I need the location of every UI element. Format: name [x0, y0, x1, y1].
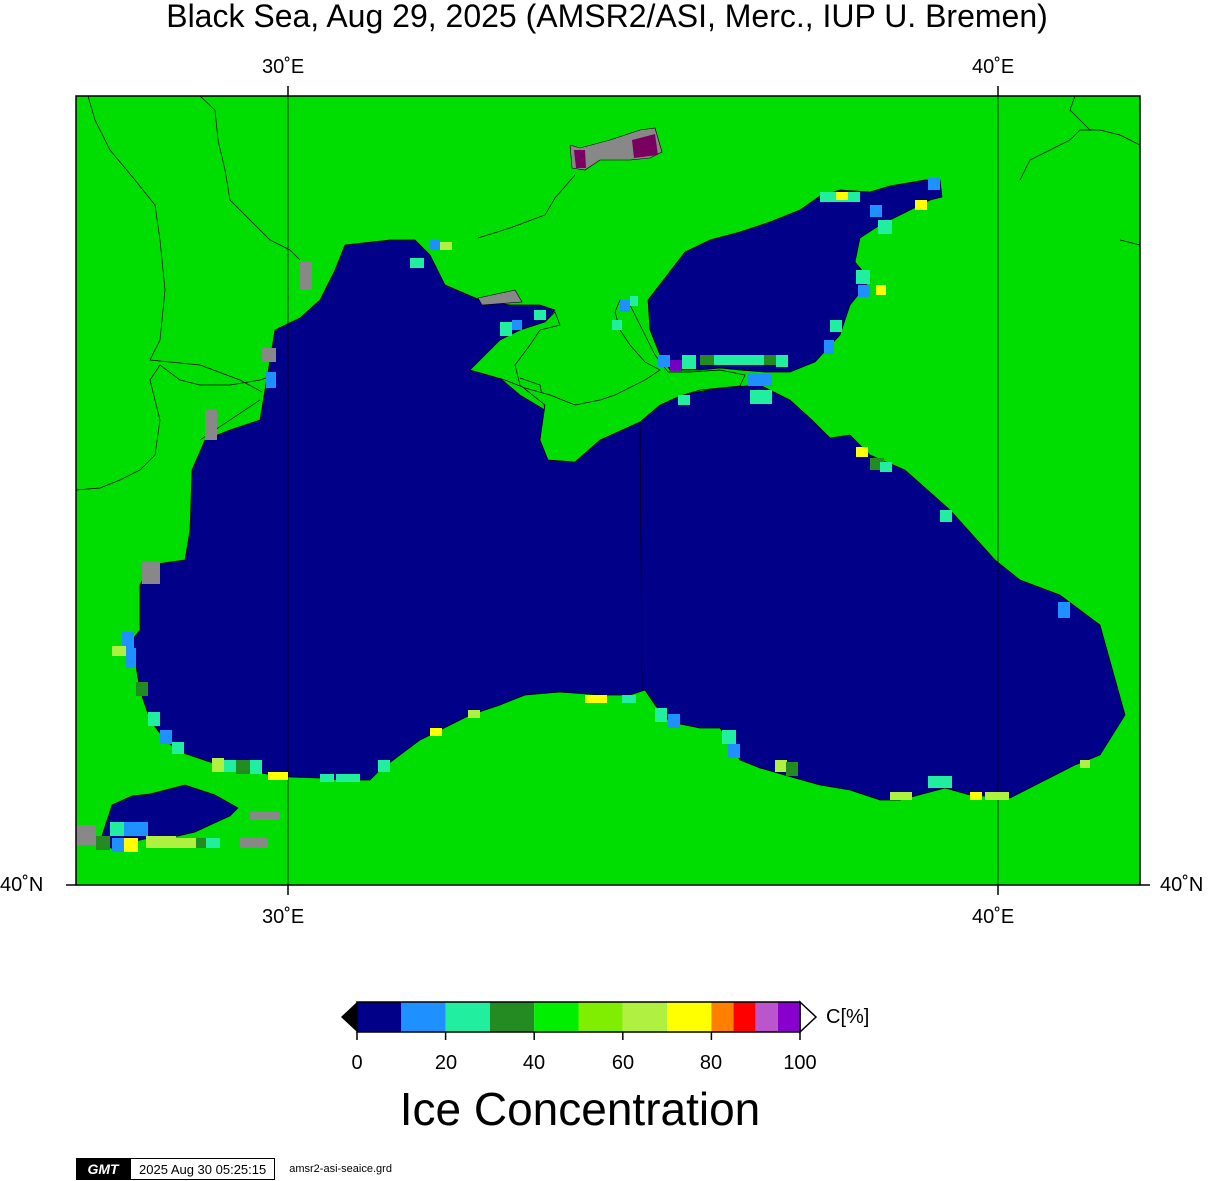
- map-frame: [75, 95, 1141, 886]
- colorbar-bin-4: [534, 1002, 579, 1032]
- colorbar-bin-1: [401, 1002, 446, 1032]
- colorbar-bin-5: [578, 1002, 623, 1032]
- colorbar-tick-20: 20: [434, 1052, 458, 1074]
- bottom-tick-30e: 30˚E: [262, 906, 305, 928]
- colorbar-bin-11: [777, 1002, 800, 1032]
- colorbar-tick-60: 60: [611, 1052, 635, 1074]
- colorbar-bin-6: [622, 1002, 668, 1032]
- gmt-timestamp: GMT 2025 Aug 30 05:25:15 amsr2-asi-seaic…: [76, 1158, 392, 1180]
- crimea-peninsula: [469, 299, 746, 463]
- colorbar: [341, 1000, 818, 1040]
- colorbar-tick-0: 0: [351, 1052, 363, 1074]
- colorbar-high-arrow: [799, 1000, 818, 1034]
- top-tick-30e: 30˚E: [262, 56, 305, 78]
- colorbar-tick-80: 80: [699, 1052, 723, 1074]
- estuary-purple: [632, 134, 658, 158]
- karkinit-gray: [477, 289, 523, 306]
- colorbar-outline: [356, 1001, 801, 1033]
- colorbar-tick-100: 100: [783, 1052, 817, 1074]
- right-tick-40n: 40˚N: [1160, 874, 1204, 896]
- colorbar-bin-2: [445, 1002, 490, 1032]
- top-tick-40e: 40˚E: [972, 56, 1015, 78]
- colorbar-bin-10: [755, 1002, 778, 1032]
- stamp-time: 2025 Aug 30 05:25:15: [130, 1158, 276, 1180]
- colorbar-bin-7: [667, 1002, 712, 1032]
- tick-marks: [66, 86, 1150, 895]
- colorbar-unit-label: C[%]: [826, 1006, 870, 1028]
- estuary-purple-2: [574, 150, 586, 168]
- colorbar-bin-9: [733, 1002, 756, 1032]
- colorbar-low-arrow: [341, 1002, 357, 1032]
- colorbar-bin-3: [489, 1002, 535, 1032]
- colorbar-tick-40: 40: [522, 1052, 546, 1074]
- shoreline-cells: [76, 178, 1090, 852]
- bottom-tick-40e: 40˚E: [972, 906, 1015, 928]
- gmt-logo-icon: GMT: [76, 1158, 130, 1180]
- colorbar-bin-0: [357, 1002, 402, 1032]
- colorbar-bin-8: [711, 1002, 734, 1032]
- map-title: Black Sea, Aug 29, 2025 (AMSR2/ASI, Merc…: [166, 0, 1048, 34]
- stamp-filename: amsr2-asi-seaice.grd: [289, 1163, 392, 1175]
- colorbar-title: Ice Concentration: [399, 1083, 761, 1135]
- left-tick-40n: 40˚N: [0, 874, 44, 896]
